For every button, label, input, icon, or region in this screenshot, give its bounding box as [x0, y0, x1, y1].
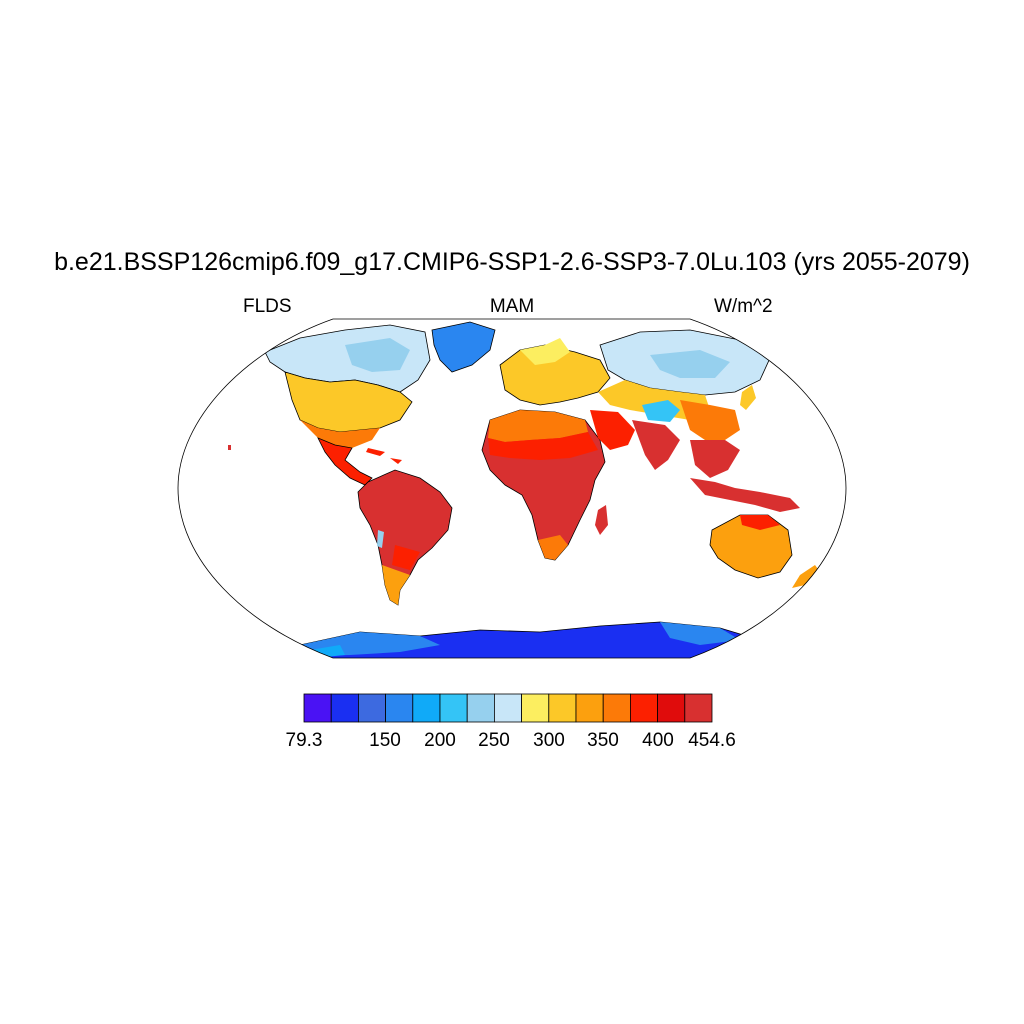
- colorbar-box: [412, 693, 441, 723]
- colorbar-box: [602, 693, 631, 723]
- india: [632, 420, 680, 470]
- colorbar-tick-label: 79.3: [285, 730, 323, 751]
- colorbar-box: [385, 693, 414, 723]
- colorbar-tick-label: 400: [642, 730, 674, 751]
- colorbar-box: [630, 693, 659, 723]
- colorbar-box: [466, 693, 495, 723]
- season-label: MAM: [489, 296, 535, 317]
- south-america-south: [382, 565, 410, 605]
- southeast-asia: [690, 440, 740, 478]
- colorbar-box: [357, 693, 386, 723]
- arabia: [590, 410, 635, 450]
- scandinavia: [520, 338, 570, 365]
- north-africa: [488, 410, 588, 442]
- colorbar-box: [330, 693, 359, 723]
- colorbar-tick-label: 350: [587, 730, 619, 751]
- greenland: [431, 321, 496, 373]
- colorbar-box: [439, 693, 468, 723]
- north-america-mid: [284, 371, 413, 433]
- map-boundary: [177, 318, 847, 659]
- colorbar-box: [657, 693, 686, 723]
- colorbar-box: [548, 693, 577, 723]
- east-asia: [680, 400, 740, 440]
- north-america-south: [300, 420, 380, 448]
- colorbar-tick-label: 150: [369, 730, 401, 751]
- figure-title: b.e21.BSSP126cmip6.f09_g17.CMIP6-SSP1-2.…: [54, 248, 970, 276]
- colorbar-tick-label: 200: [424, 730, 456, 751]
- colorbar-box: [303, 693, 332, 723]
- colorbar-box: [521, 693, 550, 723]
- colorbar-tick-label: 454.6: [688, 730, 736, 751]
- colorbar-tick-label: 250: [478, 730, 510, 751]
- units-label: W/m^2: [714, 296, 773, 317]
- andes: [377, 530, 384, 548]
- antarctica: [299, 621, 761, 658]
- tibetan-plateau: [642, 400, 680, 422]
- indonesia: [690, 478, 800, 512]
- variable-label: FLDS: [243, 296, 292, 317]
- hudson-bay-region: [345, 338, 410, 372]
- central-america: [317, 437, 373, 486]
- colorbar-tick-label: 300: [533, 730, 565, 751]
- colorbar-box: [575, 693, 604, 723]
- colorbar-box: [493, 693, 522, 723]
- central-asia: [598, 380, 710, 420]
- colorbar-box: [684, 693, 713, 723]
